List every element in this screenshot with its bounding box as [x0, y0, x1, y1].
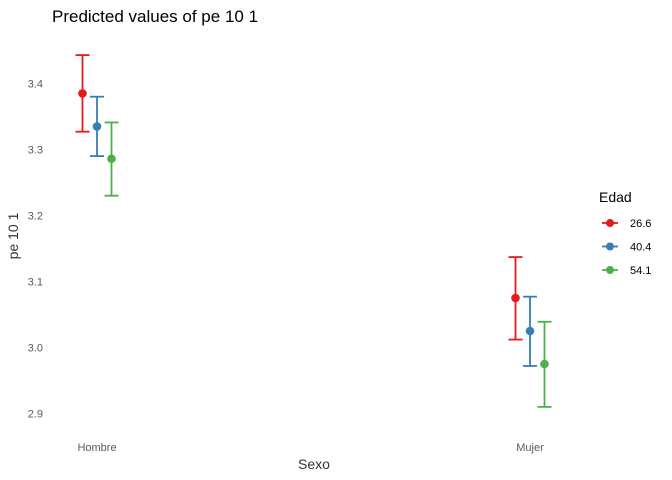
x-tick-label: Mujer: [516, 442, 544, 454]
y-tick-label: 3.2: [28, 211, 43, 223]
legend-label: 26.6: [630, 218, 651, 230]
series-54-1: [104, 121, 552, 408]
legend-key: [602, 266, 618, 274]
data-point: [525, 326, 535, 336]
legend-label: 40.4: [630, 242, 651, 254]
legend-title: Edad: [599, 189, 632, 205]
x-axis-title: Sexo: [298, 456, 330, 472]
legend-key-point: [606, 242, 614, 251]
plot-area: [75, 54, 552, 408]
data-point: [540, 359, 549, 369]
legend-key: [602, 219, 618, 227]
legend-key-point: [606, 266, 614, 274]
series-26-6: [75, 54, 523, 341]
data-point: [511, 293, 520, 303]
y-tick-label: 3.1: [28, 277, 43, 289]
y-tick-label: 3.3: [28, 145, 43, 157]
y-tick-label: 3.4: [28, 79, 43, 91]
data-point: [78, 89, 87, 98]
data-point: [92, 122, 102, 131]
y-axis-title: pe 10 1: [5, 212, 21, 259]
legend-label: 54.1: [630, 265, 651, 277]
y-tick-label: 2.9: [28, 409, 43, 421]
chart-title: Predicted values of pe 10 1: [52, 7, 258, 26]
data-point: [107, 154, 116, 164]
series-40-4: [90, 95, 537, 367]
x-axis: Hombre Mujer: [77, 442, 544, 454]
x-tick-label: Hombre: [77, 442, 116, 454]
legend-key: [602, 242, 618, 251]
y-tick-label: 3.0: [28, 343, 43, 355]
legend: Edad 26.6 40.4 54.1: [599, 189, 651, 277]
y-axis: 2.9 3.0 3.1 3.2 3.3 3.4: [28, 79, 43, 421]
legend-key-point: [606, 219, 614, 227]
